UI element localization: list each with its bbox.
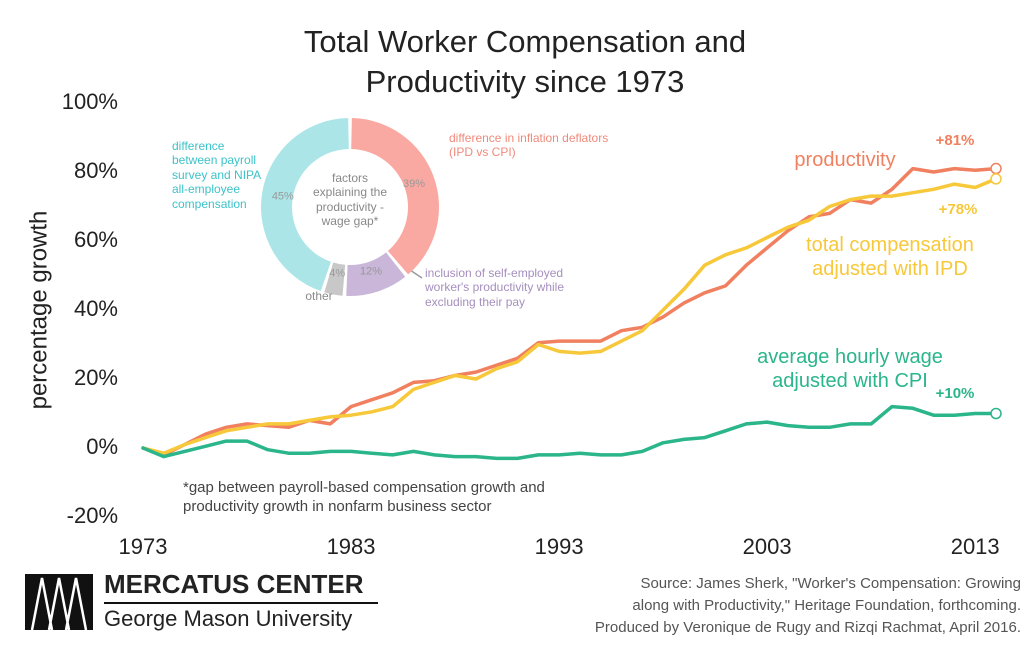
chart-title: Total Worker Compensation and Productivi… bbox=[303, 24, 747, 99]
source-line: Source: James Sherk, "Worker's Compensat… bbox=[640, 575, 1021, 592]
series-label: total compensation adjusted with IPD bbox=[806, 234, 974, 280]
y-axis-title: percentage growth bbox=[25, 211, 52, 410]
series-line bbox=[141, 404, 998, 461]
footnote: *gap between payroll-based compensation … bbox=[183, 479, 545, 515]
y-tick-label: -20% bbox=[67, 503, 118, 528]
y-tick-label: 20% bbox=[74, 365, 118, 390]
end-marker bbox=[990, 407, 1002, 420]
y-tick-label: 80% bbox=[74, 158, 118, 183]
pie-center-text: factors explaining the productivity -wag… bbox=[312, 171, 388, 229]
pie-segment bbox=[346, 252, 406, 296]
y-tick-label: 0% bbox=[86, 434, 118, 459]
series-label: productivity bbox=[794, 149, 896, 171]
pie-value-label: 4% bbox=[329, 268, 345, 280]
pie-segment bbox=[261, 118, 349, 292]
logo-subtitle: George Mason University bbox=[104, 606, 352, 631]
y-tick-label: 60% bbox=[74, 227, 118, 252]
y-tick-label: 40% bbox=[74, 296, 118, 321]
x-tick-label: 2013 bbox=[951, 534, 1000, 559]
source-line: Produced by Veronique de Rugy and Rizqi … bbox=[595, 619, 1021, 636]
pie-category-label: inclusion of self-employed worker's prod… bbox=[425, 266, 565, 309]
x-tick-label: 1973 bbox=[119, 534, 168, 559]
series-label: average hourly wage adjusted with CPI bbox=[757, 346, 943, 392]
pie-category-label: difference between payroll survey and NI… bbox=[172, 139, 261, 211]
logo-name: MERCATUS CENTER bbox=[104, 569, 364, 599]
x-tick-label: 1983 bbox=[327, 534, 376, 559]
end-label: +78% bbox=[939, 201, 978, 218]
pie-value-label: 12% bbox=[360, 266, 382, 278]
pie-value-label: 45% bbox=[272, 190, 294, 202]
pie-category-label: difference in inflation deflators (IPD v… bbox=[449, 131, 609, 160]
end-marker bbox=[990, 173, 1002, 185]
y-tick-label: 100% bbox=[62, 89, 118, 114]
pie-segment bbox=[351, 118, 440, 275]
end-label: +81% bbox=[936, 132, 975, 149]
pie-value-label: 39% bbox=[403, 178, 425, 190]
end-label: +10% bbox=[936, 385, 975, 402]
pie-category-label: other bbox=[305, 289, 333, 303]
logo-icon bbox=[25, 574, 93, 631]
x-tick-label: 1993 bbox=[535, 534, 584, 559]
end-marker bbox=[990, 162, 1002, 175]
x-tick-label: 2003 bbox=[743, 534, 792, 559]
source-line: along with Productivity," Heritage Found… bbox=[632, 597, 1021, 614]
series-line bbox=[141, 177, 998, 455]
pie-segment bbox=[324, 262, 346, 296]
